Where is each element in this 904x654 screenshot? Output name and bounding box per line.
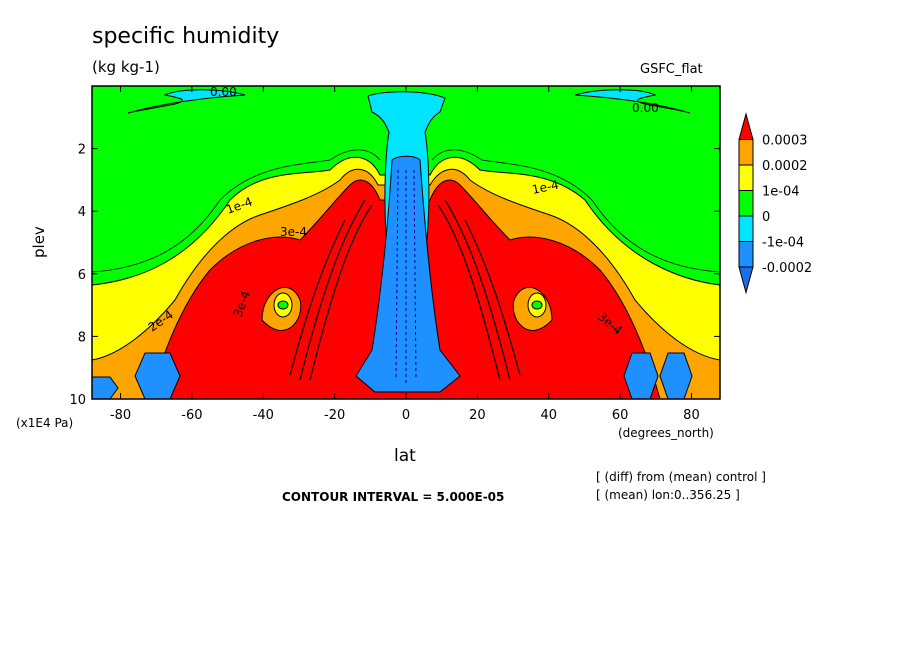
colorbar-segment: [738, 139, 754, 166]
field-blue-hex-2: [134, 352, 181, 399]
isoline-upper-east: [431, 149, 720, 273]
y-tick-label: 6: [78, 268, 86, 283]
y-axis-ticks: 2 4 6 8 10: [69, 143, 720, 408]
contour-label: 1e-4: [531, 178, 560, 197]
colorbar-segment: [738, 164, 754, 191]
contour-fill-field: [92, 86, 720, 399]
isoline-dense-west: [289, 199, 373, 381]
field-blue-column: [355, 155, 461, 393]
y-tick-label: 2: [78, 143, 86, 158]
colorbar-label: 0: [762, 210, 770, 225]
x-tick-label: 80: [683, 408, 700, 423]
x-tick-label: 20: [469, 408, 486, 423]
note-mean: [ (mean) lon:0..356.25 ]: [596, 488, 740, 502]
dataset-label: GSFC_flat: [640, 62, 703, 77]
y-axis-units: (x1E4 Pa): [16, 416, 74, 430]
colorbar: 0.0003 0.0002 1e-04 0 -1e-04 -0.0002: [738, 112, 812, 295]
y-tick-label: 8: [78, 330, 86, 345]
x-tick-label: 60: [612, 408, 629, 423]
x-tick-label: -40: [253, 408, 274, 423]
y-axis-label: plev: [30, 226, 48, 258]
colorbar-top-arrow: [738, 112, 754, 140]
field-blue-hex-3: [623, 352, 659, 399]
field-blue-hex-4: [659, 352, 693, 399]
x-axis-units: (degrees_north): [618, 426, 714, 440]
x-axis-label: lat: [394, 446, 416, 466]
isoline-upper-west: [92, 149, 381, 273]
colorbar-segment: [738, 190, 754, 217]
x-tick-label: -20: [324, 408, 345, 423]
x-tick-label: 0: [402, 408, 410, 423]
field-island-east-green: [531, 300, 543, 310]
chart-units: (kg kg-1): [92, 58, 160, 76]
y-tick-label: 4: [78, 205, 86, 220]
x-tick-label: -60: [181, 408, 202, 423]
colorbar-label: -1e-04: [762, 236, 804, 251]
isoline-blue-dashed: [395, 169, 417, 385]
isoline-dense-east: [437, 199, 521, 381]
field-cyan-tongue-east: [574, 89, 691, 114]
contour-label: 0.00: [210, 85, 237, 99]
contour-label: 0.00: [632, 101, 659, 115]
colorbar-segment: [738, 241, 754, 268]
contour-interval: CONTOUR INTERVAL = 5.000E-05: [282, 490, 505, 504]
colorbar-segment: [738, 215, 754, 242]
colorbar-label: 0.0003: [762, 134, 808, 149]
x-tick-label: -80: [110, 408, 131, 423]
colorbar-label: -0.0002: [762, 261, 812, 276]
x-axis-ticks: -80 -60 -40 -20 0 20 40 60 80: [110, 86, 700, 423]
colorbar-label: 1e-04: [762, 185, 800, 200]
note-diff: [ (diff) from (mean) control ]: [596, 470, 766, 484]
x-tick-label: 40: [540, 408, 557, 423]
colorbar-bottom-arrow: [738, 266, 754, 295]
colorbar-label: 0.0002: [762, 159, 808, 174]
field-island-west-green: [277, 300, 289, 310]
field-blue-hex-1: [92, 376, 119, 399]
contour-label: 3e-4: [280, 225, 307, 239]
y-tick-label: 10: [69, 393, 86, 408]
field-cyan-tongue-west: [127, 89, 246, 114]
chart-title: specific humidity: [92, 24, 280, 49]
